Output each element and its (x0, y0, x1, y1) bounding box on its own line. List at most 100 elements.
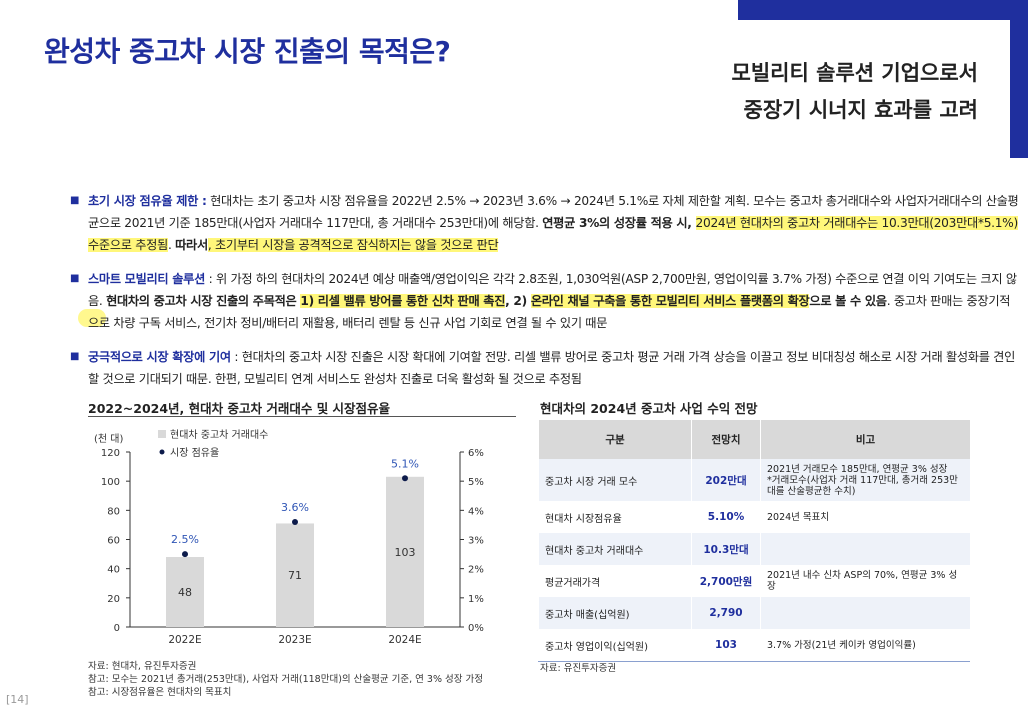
row-value: 202만대 (691, 459, 761, 501)
highlighted-text: 1) 리셀 밸류 방어를 통한 신차 판매 촉진 (300, 294, 506, 308)
top-accent-bar (738, 0, 1028, 20)
bar (166, 557, 204, 627)
row-label: 중고차 시장 거래 모수 (538, 459, 692, 501)
chart-notes: 자료: 현대차, 유진투자증권 참고: 모수는 2021년 총거래(253만대)… (88, 660, 483, 699)
x-tick-label: 2022E (168, 634, 201, 646)
row-note: 3.7% 가정(21년 케이카 영업이익률) (760, 629, 970, 662)
table-row: 현대차 중고차 거래대수 10.3만대 (538, 533, 970, 565)
row-value: 10.3만대 (691, 533, 761, 565)
y-tick-label-left: 60 (107, 536, 120, 547)
row-label: 평균거래가격 (538, 565, 692, 597)
chart-title: 2022~2024년, 현대차 중고차 거래대수 및 시장점유율 (88, 401, 391, 416)
row-label: 중고차 매출(십억원) (538, 597, 692, 629)
bullet-3: ■ 궁극적으로 시장 확장에 기여 : 현대차의 중고차 시장 진출은 시장 확… (70, 346, 1020, 390)
bullet-keyword: 궁극적으로 시장 확장에 기여 (88, 350, 231, 364)
bullet-square-icon: ■ (70, 351, 80, 362)
page-title: 완성차 중고차 시장 진출의 목적은? (44, 35, 451, 68)
table-row: 중고차 영업이익(십억원) 103 3.7% 가정(21년 케이카 영업이익률) (538, 629, 970, 662)
sales-share-chart: (천 대) 현대차 중고차 거래대수 시장 점유율 0 20 40 60 80 100 12… (94, 429, 484, 646)
legend-bar-swatch (158, 430, 166, 438)
bullet-list: ■ 초기 시장 점유율 제한 : 현대차는 초기 중고차 시장 점유율을 202… (70, 190, 1020, 402)
share-point-label: 5.1% (391, 457, 419, 470)
y-tick-label-left: 120 (101, 448, 120, 459)
chart-title-divider (88, 416, 516, 417)
y-tick-label-right: 6% (468, 448, 484, 459)
y-tick-label-right: 4% (468, 506, 484, 517)
bullet-bold-text: 현대차의 중고차 시장 진출의 주목적은 (106, 294, 301, 308)
chart-note: 참고: 모수는 2021년 총거래(253만대), 사업자 거래(118만대)의… (88, 674, 483, 685)
bullet-bold-text: 으로 볼 수 있음 (809, 294, 887, 308)
bullet-text: . (167, 238, 176, 252)
right-accent-bar (1010, 20, 1028, 158)
highlighter-mark (78, 309, 106, 327)
y-tick-label-left: 40 (107, 565, 120, 576)
bullet-text: . 중고차 판매는 중장기적으로 차량 구독 서비스, 전기차 정비/배터리 재… (88, 294, 1011, 330)
table-row: 현대차 시장점유율 5.10% 2024년 목표치 (538, 501, 970, 533)
y-tick-label-right: 2% (468, 565, 484, 576)
legend-marker-swatch (159, 449, 165, 455)
bullet-text: : 위 가정 하의 현대차의 2024년 예상 매출액/영업이익은 각각 2.8… (88, 272, 1017, 308)
row-value: 103 (691, 629, 761, 662)
share-point (292, 519, 298, 525)
row-value: 2,790 (691, 597, 761, 629)
share-point (402, 475, 408, 482)
subtitle-line-1: 모빌리티 솔루션 기업으로서 (731, 61, 978, 85)
bullet-bold-text: , 2) (505, 294, 531, 308)
chart-note: 자료: 현대차, 유진투자증권 (88, 661, 197, 672)
legend-marker-label: 시장 점유율 (170, 447, 219, 459)
header-category: 구분 (538, 420, 692, 459)
y-tick-label-right: 0% (468, 623, 484, 634)
highlighted-text: , 초기부터 시장을 공격적으로 잠식하지는 않을 것으로 판단 (207, 238, 499, 252)
row-label: 현대차 시장점유율 (538, 501, 692, 533)
bar-value-label: 71 (288, 569, 302, 582)
bar-value-label: 103 (395, 546, 416, 559)
row-label: 중고차 영업이익(십억원) (538, 629, 692, 662)
share-point-label: 3.6% (281, 501, 309, 514)
bullet-square-icon: ■ (70, 195, 80, 206)
table-header-row: 구분 전망치 비고 (538, 420, 970, 459)
revenue-forecast-table: 구분 전망치 비고 중고차 시장 거래 모수 202만대 2021년 거래모수 … (538, 420, 970, 662)
bar (276, 523, 314, 627)
table-row: 중고차 매출(십억원) 2,790 (538, 597, 970, 629)
bullet-1: ■ 초기 시장 점유율 제한 : 현대차는 초기 중고차 시장 점유율을 202… (70, 190, 1020, 256)
bar-value-label: 48 (178, 586, 192, 599)
header-forecast: 전망치 (691, 420, 761, 459)
y-tick-label-left: 100 (101, 477, 120, 488)
y-tick-label-right: 3% (468, 536, 484, 547)
bullet-keyword: 스마트 모빌리티 솔루션 (88, 272, 206, 286)
y-tick-label-right: 1% (468, 594, 484, 605)
highlighted-text: 온라인 채널 구축을 통한 모빌리티 서비스 플랫폼의 확장 (530, 294, 810, 308)
y-tick-label-left: 20 (107, 594, 120, 605)
legend-bar-label: 현대차 중고차 거래대수 (170, 429, 268, 441)
row-note (760, 533, 970, 565)
table-source: 자료: 유진투자증권 (540, 663, 617, 674)
header-remarks: 비고 (760, 420, 970, 459)
chart-note: 참고: 시장점유율은 현대차의 목표치 (88, 687, 232, 698)
bullet-text: 현대차는 초기 중고차 시장 점유율을 2022년 2.5% → 2023년 3… (88, 194, 1019, 230)
y-axis-unit-label: (천 대) (94, 433, 123, 445)
row-label: 현대차 중고차 거래대수 (538, 533, 692, 565)
y-tick-label-right: 5% (468, 477, 484, 488)
table-row: 중고차 시장 거래 모수 202만대 2021년 거래모수 185만대, 연평균… (538, 459, 970, 501)
bar (386, 476, 424, 627)
row-note: 2021년 내수 신차 ASP의 70%, 연평균 3% 성장 (760, 565, 970, 597)
share-point-label: 2.5% (171, 533, 199, 546)
x-tick-label: 2024E (388, 634, 421, 646)
row-value: 5.10% (691, 501, 761, 533)
row-note: 2021년 거래모수 185만대, 연평균 3% 성장 *거래모수(사업자 거래… (760, 459, 970, 501)
share-point (182, 551, 188, 558)
y-tick-label-left: 80 (107, 506, 120, 517)
bullet-keyword: 초기 시장 점유율 제한 : (88, 194, 207, 208)
table-title: 현대차의 2024년 중고차 사업 수익 전망 (540, 401, 758, 416)
subtitle-line-2: 중장기 시너지 효과를 고려 (743, 98, 978, 122)
bullet-2: ■ 스마트 모빌리티 솔루션 : 위 가정 하의 현대차의 2024년 예상 매… (70, 268, 1020, 334)
bullet-square-icon: ■ (70, 273, 80, 284)
row-value: 2,700만원 (691, 565, 761, 597)
bullet-text: : 현대차의 중고차 시장 진출은 시장 확대에 기여할 전망. 리셀 밸류 방… (88, 350, 1015, 386)
bullet-bold-text: 따라서 (175, 238, 208, 252)
bullet-bold-text: 연평균 3%의 성장률 적용 시, (542, 216, 696, 230)
x-tick-label: 2023E (278, 634, 311, 646)
page-subtitle: 모빌리티 솔루션 기업으로서 중장기 시너지 효과를 고려 (732, 55, 978, 129)
row-note (760, 597, 970, 629)
row-note: 2024년 목표치 (760, 501, 970, 533)
